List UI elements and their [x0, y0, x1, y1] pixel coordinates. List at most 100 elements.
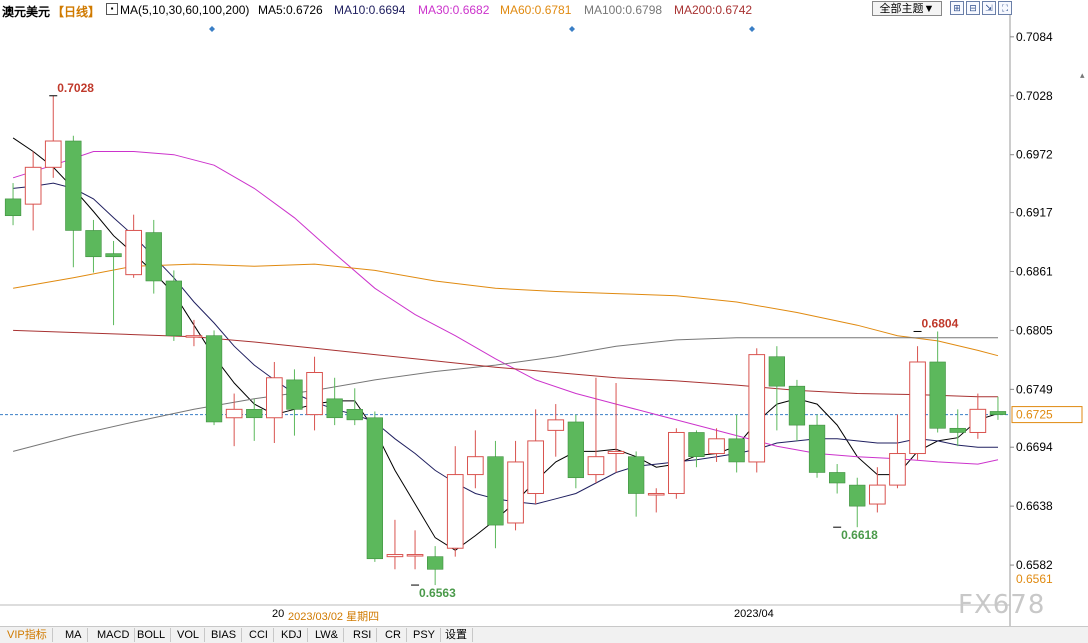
- candle[interactable]: [246, 398, 263, 441]
- ma200-line: [13, 329, 998, 398]
- candle[interactable]: [849, 477, 866, 528]
- candle-body-up: [306, 372, 323, 416]
- candle[interactable]: [24, 151, 42, 231]
- indicator-tab-ma[interactable]: MA: [60, 628, 88, 642]
- candle[interactable]: [929, 331, 946, 433]
- candle[interactable]: [125, 214, 142, 278]
- indicator-tab-cci[interactable]: CCI: [244, 628, 274, 642]
- candle[interactable]: [527, 409, 544, 505]
- candle[interactable]: [225, 393, 243, 447]
- candle[interactable]: [708, 428, 725, 462]
- candle-body-down: [849, 484, 866, 507]
- indicator-tab-settings[interactable]: 设置: [440, 628, 473, 642]
- grid-minus-icon[interactable]: ⊟: [966, 1, 980, 15]
- candle-body-up: [708, 438, 725, 455]
- ma60-line: [13, 263, 999, 357]
- candle-body-down: [346, 409, 363, 421]
- candle[interactable]: [989, 396, 1007, 420]
- candle-body-down: [628, 456, 645, 494]
- indicator-tab-psy[interactable]: PSY: [408, 628, 442, 642]
- candle[interactable]: [788, 379, 806, 441]
- event-marker-icon[interactable]: [749, 26, 755, 32]
- candle[interactable]: [4, 183, 22, 226]
- date-label-april: 2023/04: [734, 608, 774, 620]
- candle-body-down: [145, 232, 162, 282]
- candle[interactable]: [366, 411, 383, 562]
- candle[interactable]: [165, 270, 182, 341]
- candle[interactable]: [386, 519, 404, 570]
- fullscreen-icon[interactable]: ⛶: [998, 1, 1012, 15]
- candle[interactable]: [567, 414, 584, 489]
- extreme-price-label: 0.6804: [922, 316, 959, 330]
- export-icon[interactable]: ⇲: [982, 1, 996, 15]
- candle[interactable]: [768, 346, 785, 431]
- indicator-tab-boll[interactable]: BOLL: [132, 628, 172, 642]
- candle[interactable]: [829, 464, 846, 494]
- candle[interactable]: [628, 451, 645, 517]
- event-marker-icon[interactable]: [209, 26, 215, 32]
- candle[interactable]: [205, 330, 223, 426]
- candle[interactable]: [688, 430, 705, 468]
- candle[interactable]: [909, 346, 926, 460]
- candle[interactable]: [467, 430, 484, 489]
- event-marker-icon[interactable]: [569, 26, 575, 32]
- candle-body-down: [4, 198, 22, 217]
- candle-body-up: [266, 377, 283, 419]
- candle[interactable]: [607, 383, 625, 473]
- candle[interactable]: [869, 467, 886, 513]
- candle[interactable]: [406, 530, 424, 570]
- indicator-tab-vol[interactable]: VOL: [172, 628, 206, 642]
- indicator-tab-rsi[interactable]: RSI: [348, 628, 378, 642]
- candle[interactable]: [65, 135, 82, 268]
- candle[interactable]: [306, 356, 323, 431]
- bottom-price-label: 0.6561: [1016, 572, 1053, 586]
- candle[interactable]: [969, 393, 987, 439]
- candle-body-down: [65, 140, 82, 231]
- candle-body-down: [768, 356, 785, 387]
- indicator-tab-bias[interactable]: BIAS: [206, 628, 243, 642]
- candle-body-down: [688, 432, 705, 457]
- candle[interactable]: [668, 428, 685, 499]
- candle[interactable]: [145, 219, 162, 294]
- candle[interactable]: [587, 377, 605, 483]
- candlestick-chart[interactable]: 0.7028 0.6563 0.6618 0.6804 0.7084 0.7028 0.6…: [0, 0, 1088, 626]
- indicator-tab-vip[interactable]: VIP指标: [2, 628, 53, 642]
- current-price-box: [1011, 406, 1083, 424]
- candle[interactable]: [547, 404, 565, 457]
- candle[interactable]: [85, 219, 102, 273]
- candle[interactable]: [808, 414, 826, 478]
- candle[interactable]: [326, 377, 343, 426]
- candle[interactable]: [105, 240, 122, 326]
- candle[interactable]: [889, 414, 906, 489]
- ma200-value: MA200:0.6742: [674, 3, 753, 17]
- indicator-tab-macd[interactable]: MACD: [92, 628, 136, 642]
- indicator-tab-lw[interactable]: LW&: [310, 628, 345, 642]
- candle-body-up: [547, 419, 565, 431]
- candle[interactable]: [427, 546, 444, 586]
- indicator-tab-kdj[interactable]: KDJ: [276, 628, 308, 642]
- candle-body-up: [24, 166, 42, 205]
- grid-plus-icon[interactable]: ⊞: [950, 1, 964, 15]
- candle[interactable]: [487, 440, 504, 549]
- candle[interactable]: [185, 319, 203, 347]
- candle-body-down: [366, 417, 383, 560]
- candle-body-up: [125, 229, 142, 276]
- ma30-line: [12, 151, 999, 465]
- ma-settings-icon[interactable]: ▪: [106, 3, 118, 15]
- candle-body-up: [446, 474, 464, 549]
- indicator-tab-cr[interactable]: CR: [380, 628, 407, 642]
- candle[interactable]: [748, 348, 766, 473]
- candle[interactable]: [507, 440, 524, 531]
- candle[interactable]: [728, 414, 745, 473]
- candle[interactable]: [647, 488, 665, 513]
- candle[interactable]: [346, 388, 363, 426]
- candle[interactable]: [286, 369, 303, 436]
- candle-body-up: [889, 453, 906, 486]
- candle-body-down: [286, 379, 303, 410]
- side-panel-mark: ▴: [1080, 70, 1085, 80]
- theme-dropdown-button[interactable]: 全部主题▼: [872, 1, 942, 16]
- candle[interactable]: [949, 409, 966, 447]
- candle[interactable]: [266, 361, 283, 444]
- candle[interactable]: [44, 95, 62, 178]
- candle[interactable]: [446, 446, 464, 557]
